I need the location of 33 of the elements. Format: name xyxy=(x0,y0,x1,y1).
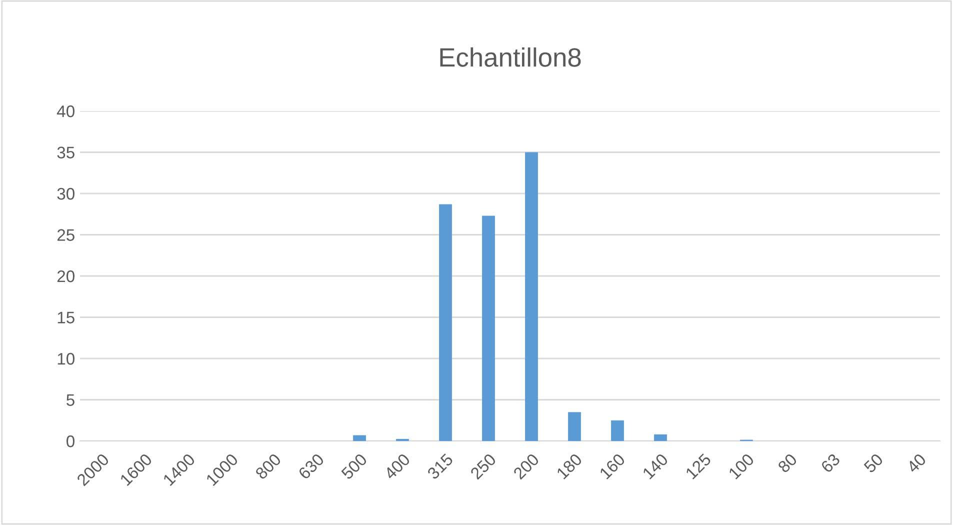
x-tick-label: 40 xyxy=(906,452,927,474)
x-tick-label: 63 xyxy=(820,452,841,474)
bar xyxy=(482,216,495,441)
x-tick-label: 630 xyxy=(298,452,325,480)
x-tick-label: 315 xyxy=(426,452,454,480)
y-tick-label: 10 xyxy=(58,352,74,365)
x-tick-label: 125 xyxy=(685,452,712,480)
y-tick-label: 35 xyxy=(57,146,74,158)
chart-title: Echantillon8 xyxy=(440,47,581,67)
x-tick-label: 80 xyxy=(777,452,798,474)
bar xyxy=(654,434,667,441)
x-tick-label: 800 xyxy=(254,452,282,480)
y-tick-label: 0 xyxy=(66,435,74,448)
x-tick-label: 160 xyxy=(599,452,626,480)
x-tick-label: 200 xyxy=(512,452,540,480)
y-tick-label: 5 xyxy=(66,394,74,406)
x-tick-label: 180 xyxy=(556,452,583,480)
y-tick-label: 25 xyxy=(57,229,74,241)
x-tick-label: 100 xyxy=(728,452,755,480)
x-tick-label: 140 xyxy=(642,452,669,480)
bar xyxy=(439,204,452,441)
y-tick-label: 30 xyxy=(57,188,74,200)
x-tick-label: 50 xyxy=(863,452,884,474)
x-tick-label: 250 xyxy=(470,452,497,480)
y-tick-label: 40 xyxy=(56,105,74,118)
bar xyxy=(611,420,624,441)
bar xyxy=(525,152,538,441)
y-tick-label: 15 xyxy=(58,312,74,324)
y-tick-label: 20 xyxy=(57,270,74,282)
bar xyxy=(353,435,366,441)
bar xyxy=(568,412,581,441)
x-tick-label: 400 xyxy=(383,452,411,480)
x-tick-label: 500 xyxy=(340,452,368,480)
